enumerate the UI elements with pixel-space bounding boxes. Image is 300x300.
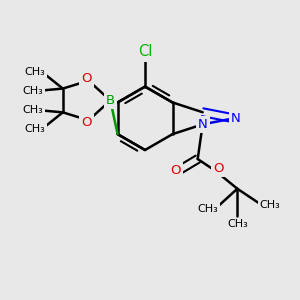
Text: CH₃: CH₃ — [23, 105, 44, 116]
Text: N: N — [231, 112, 241, 125]
Text: N: N — [198, 118, 208, 131]
Text: CH₃: CH₃ — [23, 85, 44, 96]
Text: CH₃: CH₃ — [260, 200, 280, 210]
Text: O: O — [213, 162, 224, 176]
Text: CH₃: CH₃ — [197, 204, 218, 214]
Text: CH₃: CH₃ — [227, 219, 248, 230]
Text: O: O — [171, 164, 181, 177]
Text: CH₃: CH₃ — [25, 67, 45, 77]
Text: O: O — [81, 116, 92, 129]
Text: Cl: Cl — [138, 44, 152, 59]
Text: CH₃: CH₃ — [25, 124, 45, 134]
Text: O: O — [81, 72, 92, 85]
Text: B: B — [106, 94, 115, 107]
